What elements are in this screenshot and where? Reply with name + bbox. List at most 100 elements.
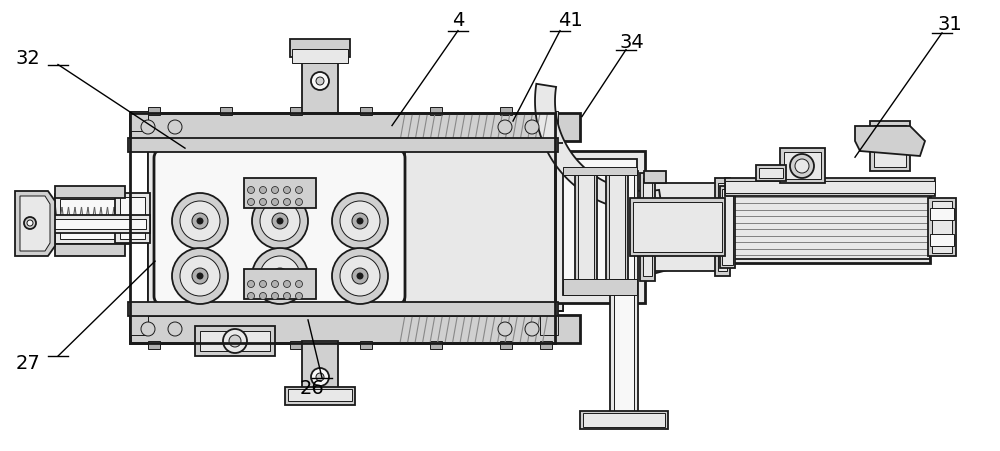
Circle shape — [277, 273, 283, 279]
Bar — [614, 175, 634, 417]
Bar — [130, 114, 555, 343]
Circle shape — [316, 78, 324, 86]
Bar — [722, 189, 733, 265]
Bar — [60, 199, 125, 239]
Circle shape — [197, 219, 203, 225]
Bar — [292, 50, 348, 64]
Bar — [715, 179, 730, 276]
Bar — [644, 172, 666, 184]
Bar — [55, 244, 125, 257]
Bar — [290, 108, 302, 116]
Circle shape — [24, 217, 36, 230]
Circle shape — [141, 322, 155, 336]
Bar — [874, 126, 906, 168]
Bar — [720, 187, 735, 268]
Bar — [718, 184, 727, 272]
Bar — [430, 341, 442, 349]
Circle shape — [525, 322, 539, 336]
Circle shape — [229, 335, 241, 347]
Bar — [148, 144, 563, 311]
Bar — [220, 108, 232, 116]
Bar — [244, 179, 316, 208]
Circle shape — [357, 273, 363, 279]
Bar — [148, 341, 160, 349]
Bar — [148, 144, 563, 311]
Bar — [759, 169, 783, 179]
Bar — [540, 315, 558, 335]
Bar — [130, 114, 580, 142]
Text: 26: 26 — [300, 378, 324, 397]
Bar — [148, 108, 160, 116]
Circle shape — [311, 368, 329, 386]
Bar — [50, 207, 148, 230]
Bar — [302, 341, 338, 391]
Bar — [500, 341, 512, 349]
Circle shape — [340, 202, 380, 241]
Polygon shape — [15, 192, 55, 257]
Bar — [730, 192, 930, 263]
Circle shape — [284, 293, 291, 300]
Bar — [540, 112, 558, 132]
Circle shape — [284, 187, 291, 194]
Circle shape — [168, 322, 182, 336]
Bar — [756, 166, 786, 182]
Circle shape — [248, 199, 255, 206]
Circle shape — [260, 257, 300, 296]
Bar — [200, 331, 270, 351]
Circle shape — [296, 199, 303, 206]
Bar — [244, 269, 316, 299]
Bar — [645, 184, 720, 272]
Bar — [128, 139, 558, 152]
Bar — [928, 198, 956, 257]
Bar — [290, 341, 302, 349]
Circle shape — [248, 187, 255, 194]
Circle shape — [296, 187, 303, 194]
Circle shape — [260, 281, 267, 288]
Bar — [34, 220, 146, 230]
Bar — [128, 302, 558, 316]
Bar — [288, 389, 352, 401]
Bar — [640, 174, 655, 281]
Circle shape — [180, 202, 220, 241]
Circle shape — [357, 219, 363, 225]
Bar — [563, 168, 637, 175]
Circle shape — [272, 187, 279, 194]
Circle shape — [352, 213, 368, 230]
Bar — [540, 108, 552, 116]
Circle shape — [172, 193, 228, 249]
Polygon shape — [645, 182, 720, 276]
Circle shape — [260, 187, 267, 194]
Circle shape — [311, 73, 329, 91]
Bar — [610, 172, 638, 421]
Circle shape — [795, 160, 809, 174]
Bar — [302, 49, 338, 114]
Bar — [580, 411, 668, 429]
Bar — [360, 108, 372, 116]
Bar — [130, 315, 148, 335]
Circle shape — [248, 281, 255, 288]
Circle shape — [316, 373, 324, 381]
Bar — [430, 108, 442, 116]
Circle shape — [498, 121, 512, 135]
Circle shape — [525, 121, 539, 135]
Bar — [360, 341, 372, 349]
Text: 34: 34 — [620, 33, 644, 52]
Circle shape — [192, 268, 208, 285]
Circle shape — [260, 199, 267, 206]
Circle shape — [352, 268, 368, 285]
Bar — [563, 160, 637, 295]
Circle shape — [272, 281, 279, 288]
Circle shape — [252, 249, 308, 304]
Bar — [540, 341, 552, 349]
Bar — [500, 108, 512, 116]
Circle shape — [332, 193, 388, 249]
Bar — [633, 202, 722, 253]
Bar — [725, 179, 935, 197]
Bar — [55, 187, 125, 198]
Text: 41: 41 — [558, 11, 582, 30]
Bar — [563, 279, 637, 295]
Bar — [120, 198, 145, 239]
Polygon shape — [20, 197, 50, 252]
Circle shape — [223, 329, 247, 353]
Bar — [290, 40, 350, 58]
